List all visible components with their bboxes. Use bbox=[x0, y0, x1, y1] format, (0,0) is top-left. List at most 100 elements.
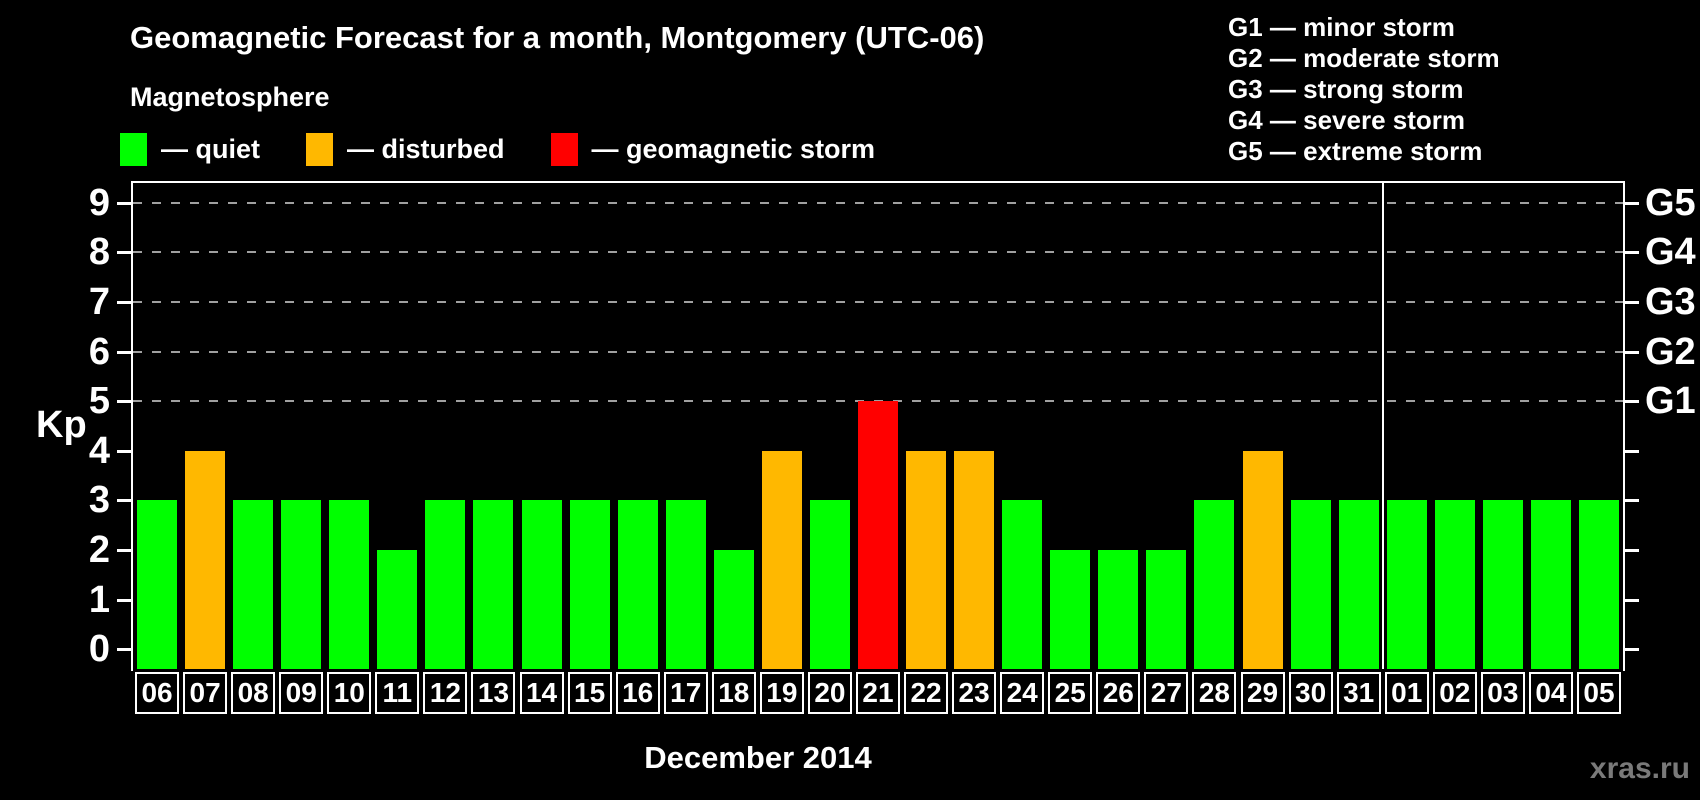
date-label-22: 22 bbox=[904, 672, 949, 714]
legend-item-quiet: — quiet bbox=[120, 133, 260, 166]
kp-bar-day-14 bbox=[521, 500, 562, 669]
date-label-01: 01 bbox=[1384, 672, 1429, 714]
date-label-28: 28 bbox=[1192, 672, 1237, 714]
kp-bar-day-01 bbox=[1386, 500, 1427, 669]
kp-bar-day-15 bbox=[569, 500, 610, 669]
date-label-05: 05 bbox=[1576, 672, 1621, 714]
right-axis-tick-2 bbox=[1625, 548, 1639, 552]
date-label-24: 24 bbox=[1000, 672, 1045, 714]
date-label-02: 02 bbox=[1432, 672, 1477, 714]
right-axis-tick-0 bbox=[1625, 648, 1639, 652]
left-axis-tick-3 bbox=[117, 499, 131, 503]
date-label-11: 11 bbox=[375, 672, 420, 714]
date-label-18: 18 bbox=[711, 672, 756, 714]
gridline-kp7 bbox=[133, 301, 1623, 304]
date-label-25: 25 bbox=[1048, 672, 1093, 714]
legend-label-storm: — geomagnetic storm bbox=[591, 134, 876, 164]
left-axis-tick-5 bbox=[117, 400, 131, 404]
kp-bar-day-21 bbox=[858, 401, 898, 669]
kp-bar-day-25 bbox=[1050, 549, 1091, 669]
kp-tick-label-3: 3 bbox=[88, 479, 110, 522]
left-axis-tick-1 bbox=[117, 598, 131, 602]
kp-bar-day-27 bbox=[1146, 549, 1187, 669]
kp-bar-day-28 bbox=[1194, 500, 1235, 669]
left-axis-line bbox=[131, 181, 133, 671]
date-label-03: 03 bbox=[1480, 672, 1525, 714]
kp-bar-day-12 bbox=[425, 500, 466, 669]
g-legend-line-g5: G5 — extreme storm bbox=[1228, 136, 1483, 166]
right-axis-tick-4 bbox=[1625, 449, 1639, 453]
g-level-label-g1: G1 bbox=[1645, 380, 1696, 423]
kp-tick-label-1: 1 bbox=[88, 578, 110, 621]
kp-bar-day-16 bbox=[617, 500, 658, 669]
date-label-10: 10 bbox=[327, 672, 372, 714]
date-label-16: 16 bbox=[615, 672, 660, 714]
date-label-21: 21 bbox=[856, 672, 900, 714]
gridline-kp6 bbox=[133, 350, 1623, 353]
g-legend-line-g1: G1 — minor storm bbox=[1228, 12, 1455, 42]
kp-bar-day-04 bbox=[1530, 500, 1571, 669]
kp-bar-day-03 bbox=[1482, 500, 1523, 669]
right-axis-tick-1 bbox=[1625, 598, 1639, 602]
right-axis-tick-5 bbox=[1625, 400, 1639, 404]
right-axis-tick-7 bbox=[1625, 301, 1639, 305]
right-axis-tick-8 bbox=[1625, 251, 1639, 255]
date-label-07: 07 bbox=[183, 672, 228, 714]
page-title: Geomagnetic Forecast for a month, Montgo… bbox=[130, 20, 985, 55]
kp-bar-day-31 bbox=[1338, 500, 1379, 669]
legend-swatch-quiet bbox=[120, 133, 147, 166]
magnetosphere-label: Magnetosphere bbox=[130, 82, 330, 112]
kp-tick-label-5: 5 bbox=[88, 380, 110, 423]
right-axis-tick-9 bbox=[1625, 201, 1639, 205]
date-label-30: 30 bbox=[1288, 672, 1333, 714]
kp-bar-day-08 bbox=[233, 500, 274, 669]
plot-top-border bbox=[131, 181, 1625, 183]
kp-bar-day-30 bbox=[1290, 500, 1331, 669]
g-legend-line-g4: G4 — severe storm bbox=[1228, 105, 1466, 135]
kp-bar-day-19 bbox=[761, 450, 802, 669]
kp-bar-day-05 bbox=[1578, 500, 1619, 669]
kp-tick-label-4: 4 bbox=[88, 429, 110, 472]
date-label-08: 08 bbox=[231, 672, 276, 714]
left-axis-tick-4 bbox=[117, 449, 131, 453]
g-level-label-g5: G5 bbox=[1645, 181, 1696, 224]
legend-swatch-storm bbox=[550, 133, 578, 166]
date-label-26: 26 bbox=[1096, 672, 1141, 714]
kp-bar-day-29 bbox=[1242, 450, 1283, 669]
date-label-13: 13 bbox=[471, 672, 516, 714]
g-legend-line-g2: G2 — moderate storm bbox=[1228, 43, 1500, 73]
date-label-31: 31 bbox=[1336, 672, 1381, 714]
legend-label-quiet: — quiet bbox=[161, 134, 260, 164]
date-label-15: 15 bbox=[567, 672, 612, 714]
right-axis-tick-3 bbox=[1625, 499, 1639, 503]
kp-bar-day-06 bbox=[137, 500, 178, 669]
right-axis-line bbox=[1623, 181, 1625, 671]
kp-bar-day-07 bbox=[185, 450, 226, 669]
right-axis-tick-6 bbox=[1625, 350, 1639, 354]
kp-bar-day-11 bbox=[377, 549, 418, 669]
kp-bar-day-09 bbox=[281, 500, 322, 669]
date-label-20: 20 bbox=[807, 672, 852, 714]
left-axis-tick-6 bbox=[117, 350, 131, 354]
g-legend-line-g3: G3 — strong storm bbox=[1228, 74, 1464, 104]
date-label-23: 23 bbox=[952, 672, 997, 714]
legend-label-disturbed: — disturbed bbox=[347, 134, 505, 164]
kp-bar-day-13 bbox=[473, 500, 514, 669]
left-axis-tick-8 bbox=[117, 251, 131, 255]
date-label-29: 29 bbox=[1240, 672, 1285, 714]
date-label-17: 17 bbox=[663, 672, 708, 714]
date-label-06: 06 bbox=[135, 672, 180, 714]
kp-bar-day-18 bbox=[713, 549, 754, 669]
left-axis-tick-7 bbox=[117, 301, 131, 305]
date-label-09: 09 bbox=[279, 672, 324, 714]
left-axis-tick-9 bbox=[117, 201, 131, 205]
date-label-27: 27 bbox=[1144, 672, 1189, 714]
left-axis-tick-2 bbox=[117, 548, 131, 552]
date-label-12: 12 bbox=[423, 672, 468, 714]
kp-tick-label-0: 0 bbox=[88, 628, 110, 671]
kp-bar-day-26 bbox=[1098, 549, 1139, 669]
kp-bar-day-10 bbox=[329, 500, 370, 669]
magnetosphere-legend: — quiet — disturbed — geomagnetic storm bbox=[120, 133, 921, 166]
kp-bar-day-24 bbox=[1002, 500, 1043, 669]
gridline-kp8 bbox=[133, 251, 1623, 254]
